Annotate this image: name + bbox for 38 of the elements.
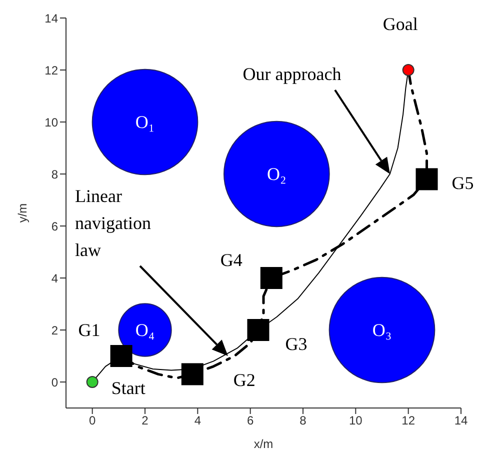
x-tick-label: 12 <box>402 414 416 428</box>
point <box>247 319 270 341</box>
annotation: O₃ <box>372 320 392 340</box>
y-tick-label: 14 <box>44 11 58 26</box>
y-tick-label: 4 <box>51 271 58 286</box>
annotation: O₄ <box>135 320 155 340</box>
y-tick-label: 6 <box>51 219 58 234</box>
y-axis-title: y/m <box>15 203 30 223</box>
y-tick-label: 12 <box>44 63 58 78</box>
x-tick-label: 10 <box>348 414 363 428</box>
point <box>86 376 98 388</box>
x-tick-label: 8 <box>300 414 307 428</box>
annotation: O₂ <box>267 164 286 184</box>
x-axis-title: x/m <box>254 437 274 451</box>
annotation: Goal <box>382 14 418 34</box>
point <box>110 345 132 367</box>
annotation: G2 <box>233 370 256 390</box>
annotation: G5 <box>452 173 474 194</box>
annotation: Start <box>111 378 146 398</box>
x-tick-label: 14 <box>454 414 468 428</box>
x-tick-label: 4 <box>194 414 202 428</box>
x-tick-label: 2 <box>142 414 149 428</box>
y-tick-label: 8 <box>51 167 58 182</box>
annotation: G1 <box>78 320 100 340</box>
annotation: O₁ <box>135 112 155 132</box>
y-tick-label: 0 <box>51 375 58 390</box>
x-tick-label: 0 <box>88 414 96 428</box>
annotation: G4 <box>220 250 242 270</box>
point <box>402 64 414 76</box>
annotation: G3 <box>285 334 308 354</box>
point <box>416 168 438 190</box>
y-tick-label: 2 <box>51 323 58 338</box>
point <box>260 267 282 289</box>
annotation: Our approach <box>242 64 342 84</box>
y-tick-label: 10 <box>44 115 58 130</box>
x-tick-label: 6 <box>246 414 254 428</box>
point <box>181 363 204 386</box>
annotation: Linear navigation law <box>75 186 151 260</box>
